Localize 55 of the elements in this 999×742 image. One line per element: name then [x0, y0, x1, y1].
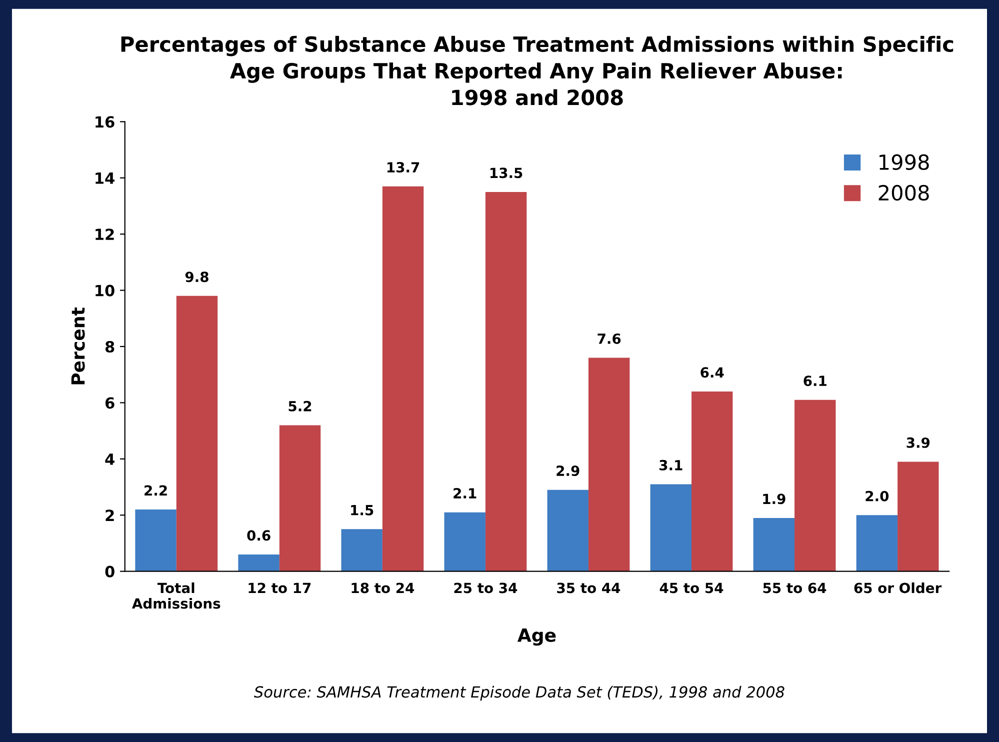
y-tick-label: 14	[96, 172, 114, 184]
x-tick-label: 65 or Older	[854, 582, 942, 594]
x-tick-label: 25 to 34	[454, 582, 518, 594]
bar	[898, 462, 939, 572]
data-label: 1.5	[351, 505, 374, 516]
bar	[444, 512, 486, 572]
data-label: 6.4	[700, 367, 724, 378]
data-label: 2.9	[556, 466, 580, 476]
x-axis-title: Age	[517, 628, 556, 646]
y-tick-label: 12	[96, 228, 114, 240]
bar	[753, 518, 795, 572]
bar	[341, 529, 382, 572]
data-label: 7.6	[598, 333, 621, 344]
y-tick-label: 16	[96, 116, 114, 128]
data-label: 1.9	[763, 494, 786, 504]
bar	[279, 425, 321, 572]
x-tick-label: 35 to 44	[557, 582, 620, 594]
bar	[238, 554, 280, 572]
source-note: Source: SAMHSA Treatment Episode Data Set (TEDS), 1998 and 2008	[254, 686, 784, 701]
chart-title: Percentages of Substance Abuse Treatment Admissions within Specific Age Groups That Reported Any Pain Reliever Abuse: 1998 and 2008	[121, 36, 954, 106]
y-tick-label: 4	[105, 454, 114, 465]
x-tick-label: 12 to 17	[248, 582, 311, 594]
x-tick-label: Total Admissions	[132, 582, 220, 609]
data-label: 13.7	[387, 162, 420, 173]
data-label: 5.2	[288, 400, 312, 412]
bar	[547, 490, 588, 572]
data-label: 3.1	[660, 460, 682, 470]
x-tick-label: 55 to 64	[763, 582, 826, 594]
bar	[588, 358, 630, 572]
data-label: 2.1	[454, 488, 476, 498]
y-tick-label: 10	[96, 284, 114, 296]
bar	[691, 391, 733, 572]
x-tick-label: 45 to 54	[660, 582, 724, 594]
data-label: 3.9	[906, 437, 930, 448]
bar	[856, 515, 898, 572]
x-tick-label: 18 to 24	[352, 582, 414, 594]
bar	[794, 400, 836, 572]
y-axis-title: Percent	[71, 308, 85, 384]
bar	[135, 510, 176, 572]
data-label: 0.6	[247, 530, 270, 541]
bar	[485, 192, 527, 572]
legend-label: 1998	[880, 154, 929, 170]
y-tick-label: 0	[105, 566, 114, 578]
data-label: 2.0	[866, 490, 889, 502]
data-label: 9.8	[185, 272, 208, 282]
data-label: 6.1	[804, 376, 826, 386]
legend-label: 2008	[878, 184, 929, 201]
bar	[382, 186, 424, 572]
y-tick-label: 6	[105, 397, 114, 409]
y-tick-label: 2	[106, 510, 114, 521]
bar	[650, 484, 692, 572]
data-label: 2.2	[144, 485, 167, 496]
data-label: 13.5	[490, 168, 522, 178]
y-tick-label: 8	[105, 340, 114, 353]
bar	[176, 296, 218, 572]
